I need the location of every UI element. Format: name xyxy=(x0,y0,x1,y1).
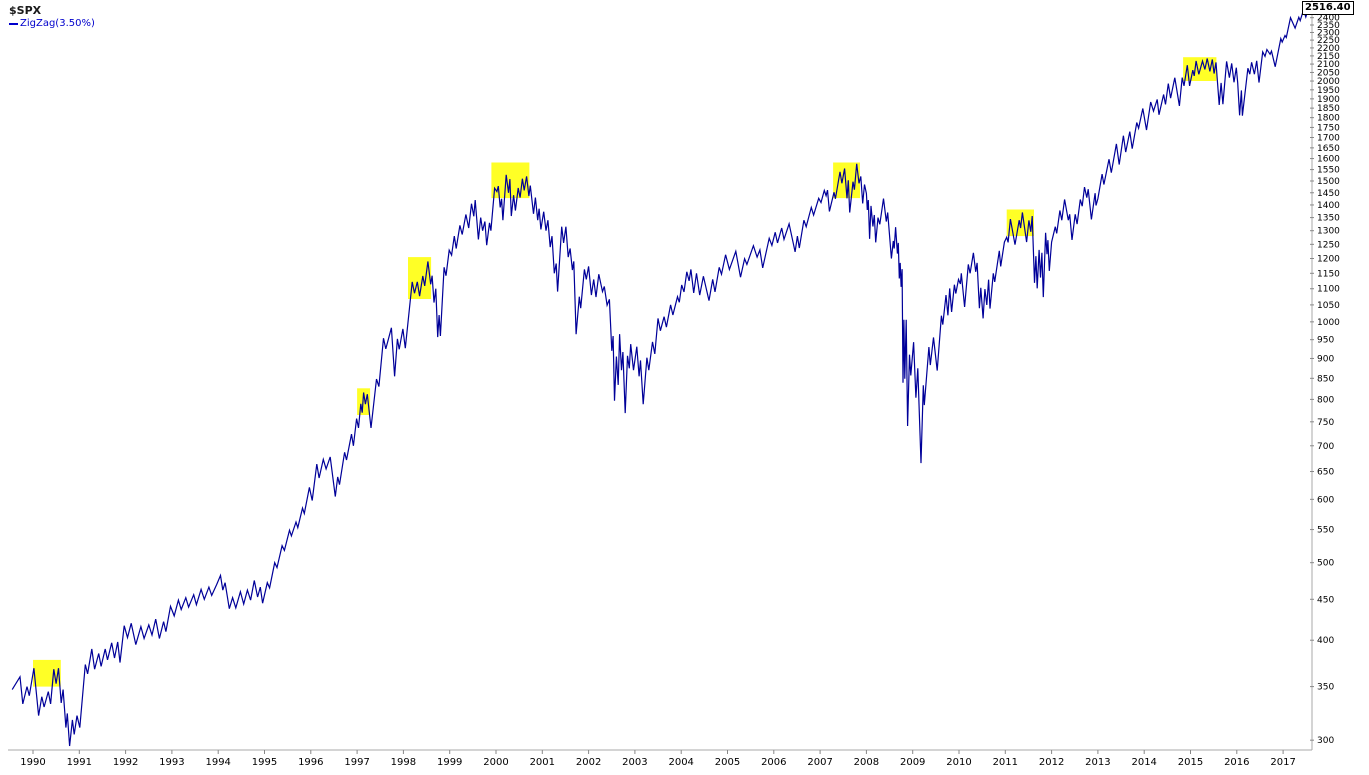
x-axis-tick-label: 2004 xyxy=(668,757,693,768)
y-axis-tick-label: 1250 xyxy=(1317,240,1340,250)
x-axis-tick-label: 2005 xyxy=(715,757,740,768)
y-axis-tick-label: 1150 xyxy=(1317,269,1340,279)
last-price-tag: 2516.40 xyxy=(1302,1,1354,15)
x-axis-tick-label: 2001 xyxy=(530,757,555,768)
x-axis-tick-label: 1994 xyxy=(205,757,230,768)
y-axis-tick-label: 2050 xyxy=(1317,68,1340,78)
x-axis-tick-label: 2006 xyxy=(761,757,786,768)
x-axis-tick-label: 2017 xyxy=(1270,757,1295,768)
y-axis-tick-label: 1350 xyxy=(1317,214,1340,224)
y-axis-tick-label: 2100 xyxy=(1317,60,1340,70)
y-axis-tick-label: 1900 xyxy=(1317,95,1340,105)
y-axis-tick-label: 1550 xyxy=(1317,166,1340,176)
x-axis-tick-label: 1990 xyxy=(20,757,45,768)
x-axis-tick-label: 2016 xyxy=(1224,757,1249,768)
y-axis-tick-label: 2300 xyxy=(1317,28,1340,38)
y-axis-tick-label: 2000 xyxy=(1317,77,1340,87)
x-axis-tick-label: 1993 xyxy=(159,757,184,768)
y-axis-tick-label: 700 xyxy=(1317,442,1334,452)
y-axis-tick-label: 750 xyxy=(1317,418,1334,428)
y-axis-tick-label: 1700 xyxy=(1317,133,1340,143)
y-axis-tick-label: 1050 xyxy=(1317,301,1340,311)
x-axis-tick-label: 1999 xyxy=(437,757,462,768)
x-axis-tick-label: 2007 xyxy=(807,757,832,768)
y-axis-tick-label: 350 xyxy=(1317,683,1334,693)
x-axis-tick-label: 2013 xyxy=(1085,757,1110,768)
y-axis-tick-label: 400 xyxy=(1317,636,1334,646)
symbol-label: $SPX xyxy=(9,4,42,17)
y-axis-tick-label: 650 xyxy=(1317,468,1334,478)
x-axis-tick-label: 1996 xyxy=(298,757,323,768)
y-axis-tick-label: 1650 xyxy=(1317,144,1340,154)
y-axis-tick-label: 1600 xyxy=(1317,155,1340,165)
x-axis-tick-label: 2010 xyxy=(946,757,971,768)
y-axis-tick-label: 1100 xyxy=(1317,285,1340,295)
x-axis-tick-label: 2003 xyxy=(622,757,647,768)
indicator-legend: ZigZag(3.50%) xyxy=(9,18,95,29)
y-axis-tick-label: 450 xyxy=(1317,595,1334,605)
y-axis-tick-label: 900 xyxy=(1317,354,1334,364)
zigzag-line-swatch-icon xyxy=(9,22,18,25)
x-axis-tick-label: 1995 xyxy=(252,757,277,768)
y-axis-tick-label: 2400 xyxy=(1317,14,1340,24)
y-axis-tick-label: 600 xyxy=(1317,495,1334,505)
y-axis-tick-label: 1200 xyxy=(1317,255,1340,265)
y-axis-tick-label: 2150 xyxy=(1317,52,1340,62)
y-axis-tick-label: 850 xyxy=(1317,374,1334,384)
x-axis-tick-label: 2002 xyxy=(576,757,601,768)
y-axis-tick-label: 1400 xyxy=(1317,201,1340,211)
x-axis-tick-label: 1992 xyxy=(113,757,138,768)
x-axis-tick-label: 1998 xyxy=(391,757,416,768)
y-axis-tick-label: 2250 xyxy=(1317,36,1340,46)
y-axis-tick-label: 950 xyxy=(1317,336,1334,346)
y-axis-tick-label: 800 xyxy=(1317,395,1334,405)
x-axis-tick-label: 2000 xyxy=(483,757,508,768)
x-axis-tick-label: 2008 xyxy=(854,757,879,768)
zigzag-price-line xyxy=(11,0,1312,747)
y-axis-tick-label: 2350 xyxy=(1317,21,1340,31)
y-axis-tick-label: 1300 xyxy=(1317,227,1340,237)
y-axis-tick-label: 1450 xyxy=(1317,189,1340,199)
chart-legend: $SPX ZigZag(3.50%) xyxy=(9,4,95,29)
y-axis-tick-label: 1800 xyxy=(1317,114,1340,124)
y-axis-tick-label: 300 xyxy=(1317,736,1334,746)
y-axis-tick-label: 2200 xyxy=(1317,44,1340,54)
y-axis-tick-label: 1750 xyxy=(1317,123,1340,133)
indicator-label: ZigZag(3.50%) xyxy=(20,18,95,29)
x-axis-tick-label: 2015 xyxy=(1178,757,1203,768)
y-axis-tick-label: 1950 xyxy=(1317,86,1340,96)
x-axis-tick-label: 2012 xyxy=(1039,757,1064,768)
x-axis-tick-label: 1997 xyxy=(344,757,369,768)
x-axis-tick-label: 2014 xyxy=(1131,757,1156,768)
x-axis-tick-label: 1991 xyxy=(67,757,92,768)
y-axis-tick-label: 500 xyxy=(1317,559,1334,569)
y-axis-tick-label: 550 xyxy=(1317,526,1334,536)
y-axis-tick-label: 1000 xyxy=(1317,318,1340,328)
y-axis-tick-label: 1850 xyxy=(1317,104,1340,114)
x-axis-tick-label: 2009 xyxy=(900,757,925,768)
x-axis-tick-label: 2011 xyxy=(993,757,1018,768)
y-axis-tick-label: 1500 xyxy=(1317,177,1340,187)
